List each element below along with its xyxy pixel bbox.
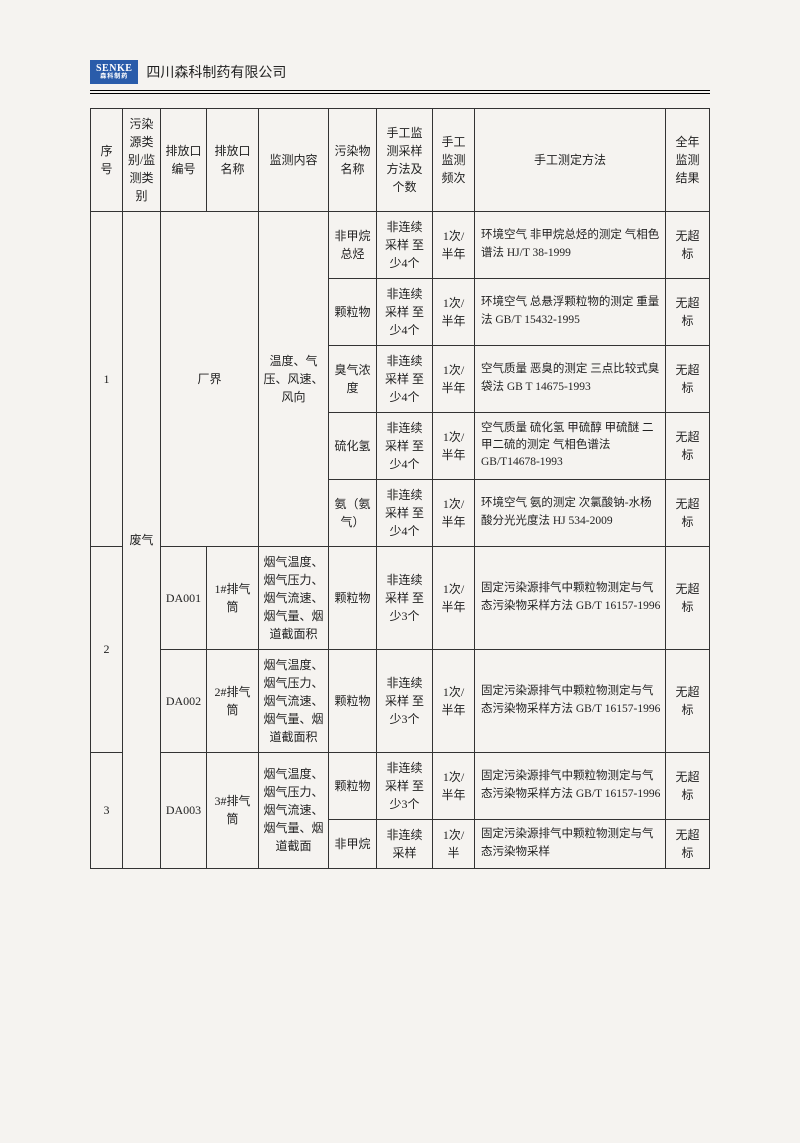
col-sampling: 手工监测采样方法及个数 (377, 108, 433, 211)
sampling-cell: 非连续采样 (377, 819, 433, 868)
frequency-cell: 1次/半年 (433, 345, 475, 412)
method-cell: 环境空气 总悬浮颗粒物的测定 重量法 GB/T 15432-1995 (475, 278, 666, 345)
method-cell: 固定污染源排气中颗粒物测定与气态污染物采样方法 GB/T 16157-1996 (475, 649, 666, 752)
frequency-cell: 1次/半年 (433, 412, 475, 479)
result-cell: 无超标 (666, 278, 710, 345)
category-cell: 废气 (123, 211, 161, 868)
frequency-cell: 1次/半 (433, 819, 475, 868)
sampling-cell: 非连续采样 至少3个 (377, 752, 433, 819)
table-row: 3 DA003 3#排气筒 烟气温度、烟气压力、烟气流速、烟气量、烟道截面 颗粒… (91, 752, 710, 819)
header-divider (90, 90, 710, 94)
content-cell: 烟气温度、烟气压力、烟气流速、烟气量、烟道截面 (259, 752, 329, 868)
table-row: DA002 2#排气筒 烟气温度、烟气压力、烟气流速、烟气量、烟道截面积 颗粒物… (91, 649, 710, 752)
col-pollutant: 污染物名称 (329, 108, 377, 211)
pollutant-cell: 颗粒物 (329, 278, 377, 345)
pollutant-cell: 颗粒物 (329, 649, 377, 752)
col-port-code: 排放口编号 (161, 108, 207, 211)
frequency-cell: 1次/半年 (433, 479, 475, 546)
content-cell: 烟气温度、烟气压力、烟气流速、烟气量、烟道截面积 (259, 649, 329, 752)
pollutant-cell: 颗粒物 (329, 752, 377, 819)
col-result: 全年监测 结果 (666, 108, 710, 211)
company-logo: SENKE 森科制药 (90, 60, 138, 84)
seq-cell: 2 (91, 546, 123, 752)
sampling-cell: 非连续采样 至少4个 (377, 211, 433, 278)
port-name-cell: 1#排气筒 (207, 546, 259, 649)
seq-cell: 1 (91, 211, 123, 546)
content-cell: 温度、气压、风速、风向 (259, 211, 329, 546)
pollutant-cell: 颗粒物 (329, 546, 377, 649)
table-header-row: 序号 污染源类别/监测类别 排放口编号 排放口名称 监测内容 污染物名称 手工监… (91, 108, 710, 211)
method-cell: 空气质量 恶臭的测定 三点比较式臭袋法 GB T 14675-1993 (475, 345, 666, 412)
pollutant-cell: 硫化氢 (329, 412, 377, 479)
sampling-cell: 非连续采样 至少4个 (377, 412, 433, 479)
port-code-cell: DA001 (161, 546, 207, 649)
result-cell: 无超标 (666, 752, 710, 819)
frequency-cell: 1次/半年 (433, 649, 475, 752)
sampling-cell: 非连续采样 至少4个 (377, 479, 433, 546)
col-method: 手工测定方法 (475, 108, 666, 211)
pollutant-cell: 氨（氨气） (329, 479, 377, 546)
content-cell: 烟气温度、烟气压力、烟气流速、烟气量、烟道截面积 (259, 546, 329, 649)
frequency-cell: 1次/半年 (433, 546, 475, 649)
col-category: 污染源类别/监测类别 (123, 108, 161, 211)
result-cell: 无超标 (666, 546, 710, 649)
col-seq: 序号 (91, 108, 123, 211)
company-header: SENKE 森科制药 四川森科制药有限公司 (90, 60, 710, 84)
result-cell: 无超标 (666, 649, 710, 752)
port-name-cell: 2#排气筒 (207, 649, 259, 752)
frequency-cell: 1次/半年 (433, 752, 475, 819)
sampling-cell: 非连续采样 至少4个 (377, 278, 433, 345)
col-frequency: 手工监测频次 (433, 108, 475, 211)
sampling-cell: 非连续采样 至少4个 (377, 345, 433, 412)
sampling-cell: 非连续采样 至少3个 (377, 546, 433, 649)
method-cell: 固定污染源排气中颗粒物测定与气态污染物采样方法 GB/T 16157-1996 (475, 752, 666, 819)
method-cell: 固定污染源排气中颗粒物测定与气态污染物采样方法 GB/T 16157-1996 (475, 546, 666, 649)
pollutant-cell: 臭气浓度 (329, 345, 377, 412)
frequency-cell: 1次/半年 (433, 211, 475, 278)
company-name: 四川森科制药有限公司 (146, 62, 286, 82)
result-cell: 无超标 (666, 211, 710, 278)
monitoring-table: 序号 污染源类别/监测类别 排放口编号 排放口名称 监测内容 污染物名称 手工监… (90, 108, 710, 869)
method-cell: 环境空气 非甲烷总烃的测定 气相色谱法 HJ/T 38-1999 (475, 211, 666, 278)
port-name-cell: 3#排气筒 (207, 752, 259, 868)
pollutant-cell: 非甲烷总烃 (329, 211, 377, 278)
pollutant-cell: 非甲烷 (329, 819, 377, 868)
result-cell: 无超标 (666, 345, 710, 412)
result-cell: 无超标 (666, 819, 710, 868)
port-code-cell: DA003 (161, 752, 207, 868)
table-row: 2 DA001 1#排气筒 烟气温度、烟气压力、烟气流速、烟气量、烟道截面积 颗… (91, 546, 710, 649)
result-cell: 无超标 (666, 412, 710, 479)
method-cell: 固定污染源排气中颗粒物测定与气态污染物采样 (475, 819, 666, 868)
method-cell: 空气质量 硫化氢 甲硫醇 甲硫醚 二甲二硫的测定 气相色谱法 GB/T14678… (475, 412, 666, 479)
col-content: 监测内容 (259, 108, 329, 211)
frequency-cell: 1次/半年 (433, 278, 475, 345)
table-row: 1 废气 厂界 温度、气压、风速、风向 非甲烷总烃 非连续采样 至少4个 1次/… (91, 211, 710, 278)
col-port-name: 排放口名称 (207, 108, 259, 211)
seq-cell: 3 (91, 752, 123, 868)
method-cell: 环境空气 氨的测定 次氯酸钠-水杨酸分光光度法 HJ 534-2009 (475, 479, 666, 546)
result-cell: 无超标 (666, 479, 710, 546)
port-code-cell: 厂界 (161, 211, 259, 546)
port-code-cell: DA002 (161, 649, 207, 752)
sampling-cell: 非连续采样 至少3个 (377, 649, 433, 752)
